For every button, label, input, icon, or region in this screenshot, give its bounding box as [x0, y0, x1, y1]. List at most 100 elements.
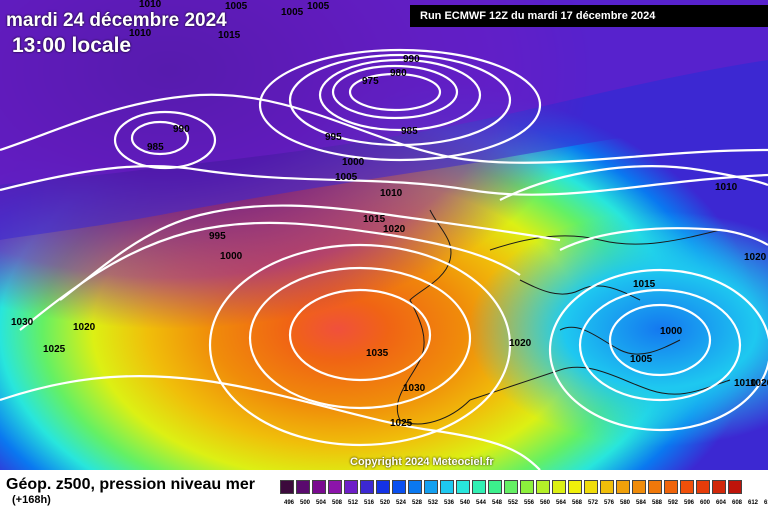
isobar-label: 1000 [220, 251, 243, 262]
legend-swatch [328, 480, 342, 494]
map-title: Géop. z500, pression niveau mer [6, 476, 255, 493]
isobar-label: 1010 [139, 0, 162, 10]
legend-swatch [360, 480, 374, 494]
isobar-label: 990 [403, 54, 420, 65]
isobar-label: 1005 [630, 354, 653, 365]
legend-tick: 548 [492, 500, 503, 506]
legend-tick: 528 [412, 500, 423, 506]
legend-swatch [296, 480, 310, 494]
isobar-label: 1000 [660, 326, 683, 337]
isobar-label: 995 [209, 231, 226, 242]
legend-swatch [712, 480, 726, 494]
legend-swatch [648, 480, 662, 494]
legend-tick: 496 [284, 500, 295, 506]
isobar-lines [0, 48, 768, 470]
run-info: Run ECMWF 12Z du mardi 17 décembre 2024 [410, 5, 768, 27]
legend-swatch [664, 480, 678, 494]
legend-tick: 508 [332, 500, 343, 506]
legend-swatch [584, 480, 598, 494]
isobar-labels: 1010 1005 1005 1005 1010 1015 990 980 97… [11, 0, 768, 429]
legend-swatch [696, 480, 710, 494]
legend-tick: 556 [524, 500, 535, 506]
legend-swatch [440, 480, 454, 494]
legend-swatch [616, 480, 630, 494]
legend-swatch [568, 480, 582, 494]
legend-swatch [520, 480, 534, 494]
legend-ticks: 496 500 504 508 512 516 520 524 528 532 536 540 544 5… [284, 500, 768, 506]
legend-tick: 584 [636, 500, 647, 506]
isobar-label: 1010 [715, 182, 738, 193]
isobar-label: 1010 [129, 28, 152, 39]
legend-tick: 580 [620, 500, 631, 506]
forecast-time: 13:00 locale [12, 34, 132, 57]
legend-swatch [680, 480, 694, 494]
legend-swatch [344, 480, 358, 494]
legend-swatch [536, 480, 550, 494]
isobar-label: 1005 [281, 7, 304, 18]
legend-tick: 568 [572, 500, 583, 506]
isobar-label: 985 [147, 142, 164, 153]
isobar-label: 1000 [342, 157, 365, 168]
legend-swatch [472, 480, 486, 494]
isobar-label: 1020 [744, 252, 767, 263]
isobar-label: 1005 [335, 172, 358, 183]
forecast-date: mardi 24 décembre 2024 [6, 10, 227, 31]
isobar-label: 1015 [218, 30, 241, 41]
legend-swatch [408, 480, 422, 494]
legend-swatch [456, 480, 470, 494]
isobar-label: 975 [362, 76, 379, 87]
legend-tick: 592 [668, 500, 679, 506]
isobar-label: 1015 [363, 214, 386, 225]
legend-swatch [376, 480, 390, 494]
isobar-label: 1020 [509, 338, 532, 349]
coastlines [396, 209, 731, 425]
isobar-label: 1035 [366, 348, 389, 359]
legend-swatch [632, 480, 646, 494]
legend-swatch [728, 480, 742, 494]
isobar-label: 1010 [380, 188, 403, 199]
legend-tick: 544 [476, 500, 487, 506]
copyright: Copyright 2024 Meteociel.fr [350, 456, 494, 468]
isobar-label: 1025 [43, 344, 66, 355]
legend-tick: 560 [540, 500, 551, 506]
legend-tick: 564 [556, 500, 567, 506]
legend-tick: 500 [300, 500, 311, 506]
isobar-label: 1030 [11, 317, 34, 328]
legend-tick: 604 [716, 500, 727, 506]
isobar-label: 980 [390, 68, 407, 79]
isobar-label: 1030 [403, 383, 426, 394]
isobar-label: 1020 [750, 378, 768, 389]
legend-tick: 540 [460, 500, 471, 506]
isobar-label: 1025 [390, 418, 413, 429]
legend-tick: 516 [364, 500, 375, 506]
legend-swatch [488, 480, 502, 494]
isobar-label: 985 [401, 126, 418, 137]
legend-tick: 616 [764, 500, 768, 506]
legend-tick: 512 [348, 500, 359, 506]
legend-tick: 600 [700, 500, 711, 506]
legend-swatch [312, 480, 326, 494]
legend-swatch [280, 480, 294, 494]
legend-tick: 532 [428, 500, 439, 506]
legend-swatch [424, 480, 438, 494]
legend-swatch [392, 480, 406, 494]
legend-tick: 504 [316, 500, 327, 506]
weather-map: 1010 1005 1005 1005 1010 1015 990 980 97… [0, 0, 768, 470]
legend-swatch [504, 480, 518, 494]
legend-tick: 572 [588, 500, 599, 506]
isobar-label: 1020 [383, 224, 406, 235]
geopotential-field: 1010 1005 1005 1005 1010 1015 990 980 97… [0, 0, 768, 470]
legend-tick: 524 [396, 500, 407, 506]
legend-tick: 608 [732, 500, 743, 506]
isobar-label: 1005 [225, 1, 248, 12]
isobar-label: 990 [173, 124, 190, 135]
legend-tick: 596 [684, 500, 695, 506]
isobar-label: 995 [325, 132, 342, 143]
legend-tick: 588 [652, 500, 663, 506]
legend-tick: 612 [748, 500, 759, 506]
legend-tick: 576 [604, 500, 615, 506]
legend-swatch [600, 480, 614, 494]
legend-swatch [552, 480, 566, 494]
forecast-offset: (+168h) [12, 494, 51, 506]
legend-tick: 536 [444, 500, 455, 506]
